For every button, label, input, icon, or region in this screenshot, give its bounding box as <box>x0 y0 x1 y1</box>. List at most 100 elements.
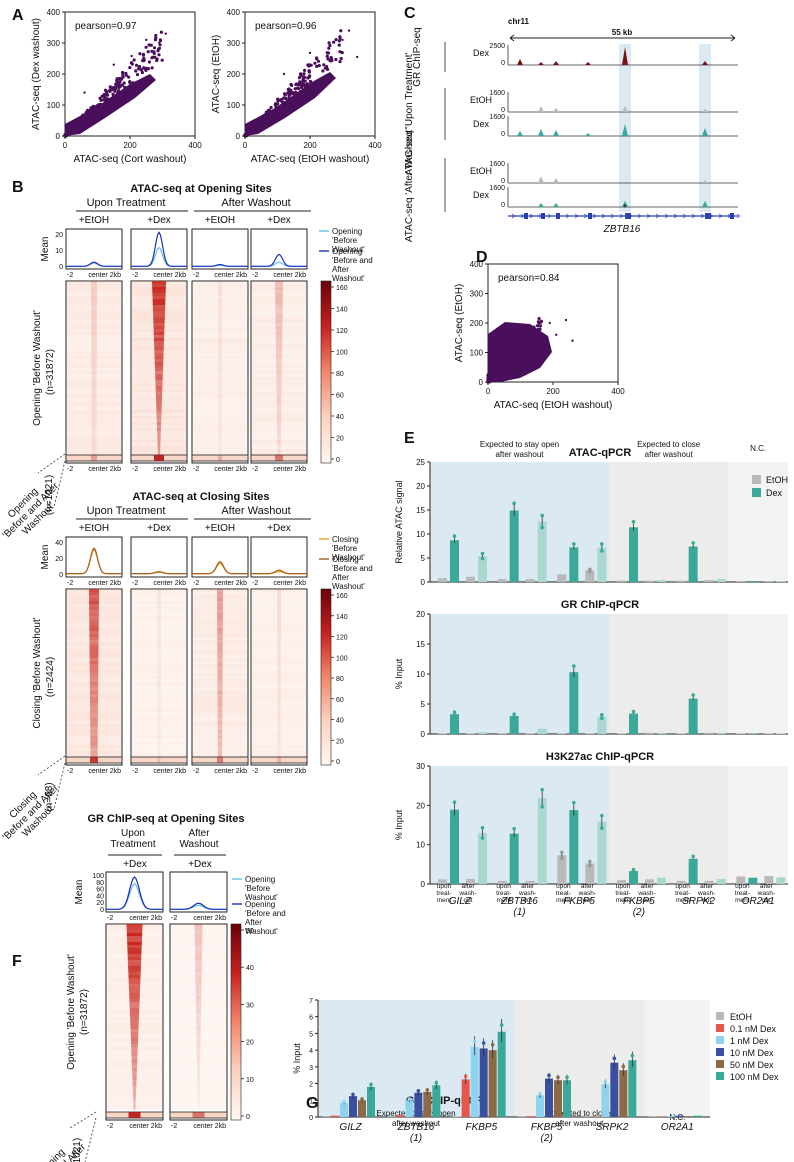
scatter-point <box>120 83 124 87</box>
heatmap-row-signal <box>196 1044 201 1047</box>
track-peak <box>622 106 628 112</box>
bar <box>688 858 698 884</box>
heatmap-row-signal <box>277 676 281 679</box>
heatmap-row-bg <box>252 673 306 676</box>
heatmap-row-bg <box>252 637 306 640</box>
heatmap-row-signal <box>90 733 98 736</box>
heatmap-row-bg <box>193 706 247 709</box>
scatter-point <box>118 77 122 81</box>
dot <box>472 1039 477 1043</box>
legend-label-before-after: Opening 'Before and After Washout' <box>245 900 286 936</box>
bar <box>736 733 746 734</box>
heatmap-row-signal <box>217 715 223 718</box>
mean-ytick: 20 <box>96 900 104 907</box>
heatmap-row-bg <box>67 715 121 718</box>
heatmap-row-bg <box>193 434 247 437</box>
heatmap-row-bg <box>252 281 306 284</box>
bar <box>628 1060 637 1117</box>
heatmap-row-signal <box>152 293 166 296</box>
heatmap-row-signal <box>275 335 283 338</box>
heatmap-row-bg <box>67 368 121 371</box>
heatmap-row-signal <box>156 404 162 407</box>
track-peak <box>517 131 523 136</box>
scatter-point <box>269 105 273 110</box>
heatmap-row-bg <box>193 401 247 404</box>
heatmap-row-signal <box>197 1101 200 1104</box>
scatter-point <box>276 97 280 101</box>
cbar-tick-label: 20 <box>336 436 344 443</box>
heatmap-row-signal <box>218 335 222 338</box>
heatmap-row-bg <box>193 413 247 416</box>
gene-arrow <box>646 213 651 219</box>
heatmap-row-signal <box>91 353 97 356</box>
heatmap-row-bg <box>107 1074 162 1077</box>
heatmap-row-bg <box>193 610 247 613</box>
panel-f-upon: Upon Treatment <box>110 828 155 850</box>
bar <box>396 1115 405 1117</box>
gene-arrow <box>718 213 723 219</box>
scatter-point <box>150 66 154 70</box>
heatmap-row-bg <box>171 1020 226 1023</box>
heatmap-row-bg <box>193 296 247 299</box>
bar <box>748 581 758 582</box>
heatmap-row-signal <box>157 658 161 661</box>
dot <box>600 826 604 830</box>
heatmap-row-signal <box>89 616 99 619</box>
heatmap-row-signal <box>89 685 99 688</box>
heatmap-row-bg <box>132 616 186 619</box>
heatmap-row-signal <box>91 293 97 296</box>
heatmap-row-bg <box>193 347 247 350</box>
gene-arrow <box>511 213 516 219</box>
heatmap-row-bg <box>252 452 306 455</box>
heatmap-row-signal <box>127 951 142 954</box>
row-label-main-n: (n=2424) <box>45 657 56 697</box>
heatmap-row-signal <box>157 592 161 595</box>
mean-curve-before-after <box>66 547 122 575</box>
heatmap-row-bg <box>67 712 121 715</box>
heatmap-row-bg <box>193 700 247 703</box>
scatter-point <box>128 80 132 84</box>
heatmap-row-signal <box>218 284 222 287</box>
heatmap-row-signal <box>218 356 222 359</box>
heatmap-row-bg <box>252 604 306 607</box>
heatmap-row-signal <box>218 338 222 341</box>
bar <box>509 510 519 582</box>
heatmap-row-signal <box>154 350 164 353</box>
scatter-point <box>160 58 164 62</box>
row-label-small: Closing'Before and AfterWashout' <box>0 775 69 851</box>
bar <box>470 1046 479 1117</box>
bar <box>764 733 774 734</box>
heatmap-row-bg <box>132 730 186 733</box>
heatmap-row-bg <box>193 712 247 715</box>
heatmap-row-bg <box>252 643 306 646</box>
heatmap-row-signal <box>157 440 161 443</box>
cbar-tick-label: 50 <box>246 928 254 935</box>
heatmap-row-signal <box>195 1005 202 1008</box>
heatmap-row-bg <box>193 664 247 667</box>
scatter-point <box>302 82 306 87</box>
heatmap-row-signal <box>157 589 161 592</box>
scatter-point <box>339 29 343 33</box>
bar <box>509 833 519 884</box>
xtick-center: center 2kb <box>153 272 186 279</box>
heatmap-row-signal <box>218 386 222 389</box>
heatmap-row-bg <box>193 727 247 730</box>
scatter-outlier <box>158 41 161 45</box>
x-tick-label: 400 <box>611 387 625 396</box>
x-category-label: GILZ <box>340 1122 363 1133</box>
heatmap-row-bg <box>67 419 121 422</box>
heatmap-row-signal <box>277 649 281 652</box>
heatmap-row-signal <box>218 365 222 368</box>
heatmap-row-signal <box>131 1059 138 1062</box>
heatmap-row-signal <box>131 1053 138 1056</box>
heatmap-row-signal <box>197 1095 200 1098</box>
heatmap-row-bg <box>171 1005 226 1008</box>
heatmap-row-bg <box>171 948 226 951</box>
heatmap-row-bg <box>67 730 121 733</box>
heatmap-row-bg <box>193 736 247 739</box>
heatmap-row-signal <box>277 694 281 697</box>
heatmap-row-bg <box>67 377 121 380</box>
heatmap-row-bg <box>171 927 226 930</box>
heatmap-closing-col-label: +EtOH <box>79 523 109 534</box>
heatmap-row-signal <box>91 377 97 380</box>
